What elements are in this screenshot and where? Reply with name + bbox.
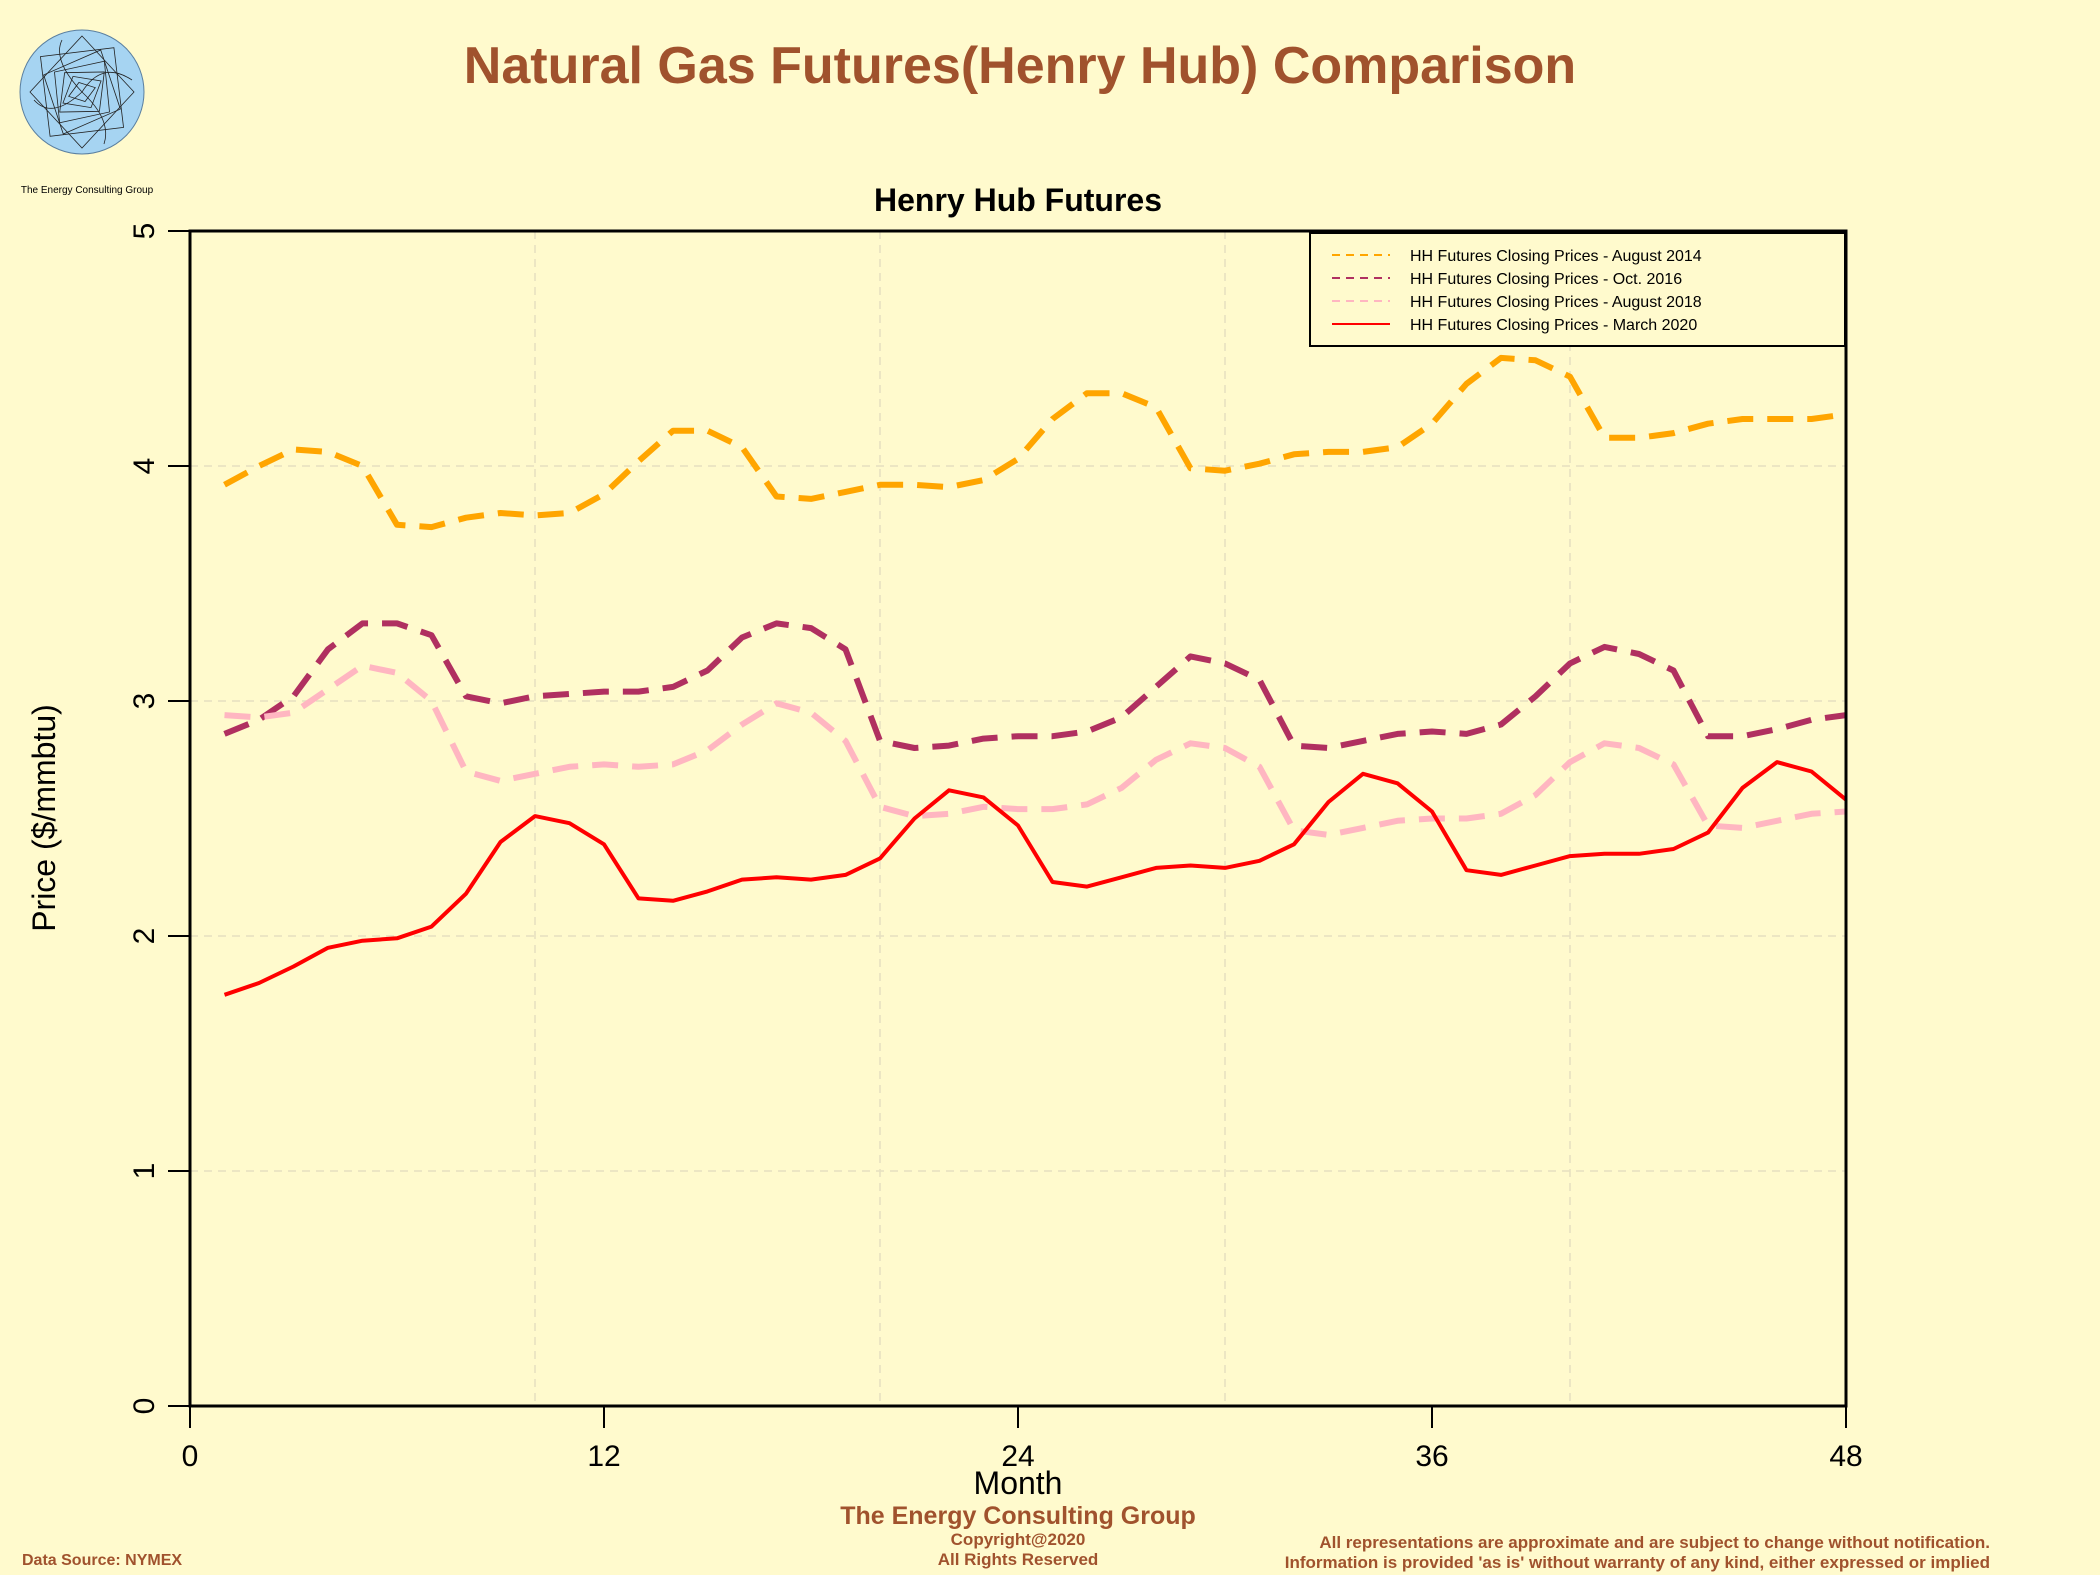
y-axis-label: Price ($/mmbtu) [26,704,62,932]
x-tick-label: 24 [1001,1440,1034,1473]
copyright-line-1: Copyright@2020 [950,1530,1086,1549]
y-tick-label: 3 [128,693,161,710]
series-line-2 [223,620,1847,751]
series-line-4 [223,760,1848,997]
disclaimer: All representations are approximate and … [1285,1533,1990,1573]
y-tick-label: 5 [128,223,161,240]
data-source: Data Source: NYMEX [22,1552,183,1569]
x-tick-label: 0 [182,1440,199,1473]
logo-caption: The Energy Consulting Group [20,185,154,196]
x-axis-label: Month [974,1465,1063,1501]
y-tick-label: 4 [128,458,161,475]
logo: The Energy Consulting Group [12,20,162,196]
legend-label: HH Futures Closing Prices - March 2020 [1410,317,1697,334]
y-tick-label: 1 [128,1163,161,1180]
legend-label: HH Futures Closing Prices - August 2018 [1410,294,1702,311]
grid [190,231,1846,1406]
copyright-line-2: All Rights Reserved [937,1550,1099,1569]
footer-org: The Energy Consulting Group [840,1502,1196,1530]
page-title: Natural Gas Futures(Henry Hub) Compariso… [463,37,1577,95]
chart-title: Henry Hub Futures [874,182,1162,218]
legend-label: HH Futures Closing Prices - August 2014 [1410,248,1702,265]
y-tick-label: 2 [128,928,161,945]
plot-frame [188,229,1848,1408]
series-line-3 [224,662,1847,838]
footer-copyright: Copyright@2020 All Rights Reserved [0,1530,2036,1570]
y-tick-label: 0 [128,1398,161,1415]
disclaimer-line-1: All representations are approximate and … [1319,1533,1990,1552]
series-line-1 [223,354,1847,531]
legend-label: HH Futures Closing Prices - Oct. 2016 [1410,271,1682,288]
x-tick-label: 12 [587,1440,620,1473]
logo-spiral-icon [19,29,145,155]
x-tick-label: 48 [1829,1440,1862,1473]
series-lines [223,354,1848,997]
legend: HH Futures Closing Prices - August 2014 H… [1309,232,1846,347]
x-tick-label: 36 [1415,1440,1448,1473]
legend-box [1309,232,1846,347]
disclaimer-line-2: Information is provided 'as is' without … [1284,1553,1990,1572]
